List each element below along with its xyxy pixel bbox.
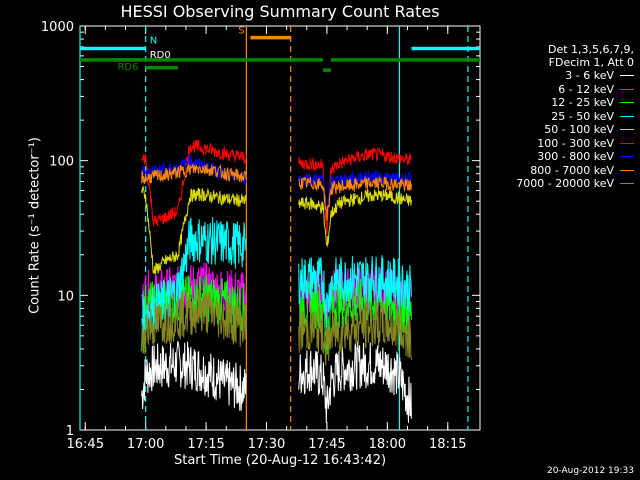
series-line xyxy=(298,341,412,424)
legend-swatch xyxy=(620,88,634,90)
y-tick-label: 100 xyxy=(49,155,74,170)
series-line xyxy=(141,163,247,184)
legend-label: 25 - 50 keV xyxy=(551,109,614,123)
y-axis-label: Count Rate (s⁻¹ detector⁻¹) xyxy=(27,137,43,314)
x-tick-label: 18:15 xyxy=(429,437,466,452)
series-line xyxy=(141,139,247,227)
series-line xyxy=(298,255,412,328)
legend-swatch xyxy=(620,169,634,171)
legend-label: 300 - 800 keV xyxy=(537,150,614,163)
legend-header: FDecim 1, Att 0 xyxy=(548,56,634,69)
series-line xyxy=(141,340,247,411)
series-line xyxy=(298,147,412,235)
legend-swatch xyxy=(620,102,634,104)
legend-label: 12 - 25 keV xyxy=(551,96,614,109)
legend-swatch xyxy=(620,129,634,131)
legend-item: 12 - 25 keV xyxy=(486,96,634,110)
x-tick-label: 17:15 xyxy=(187,437,224,452)
series-line xyxy=(298,189,412,248)
legend-label: 3 - 6 keV xyxy=(565,69,614,82)
legend-item: 100 - 300 keV xyxy=(486,137,634,151)
plot-frame xyxy=(79,25,481,431)
annotation-label: RD6 xyxy=(117,62,138,73)
series-line xyxy=(298,266,412,331)
legend-label: 7000 - 20000 keV xyxy=(516,177,614,190)
y-tick-label: 1000 xyxy=(41,20,74,35)
legend-swatch xyxy=(620,142,634,144)
series-line xyxy=(298,175,412,221)
series-line xyxy=(141,185,247,275)
series-line xyxy=(141,288,247,355)
legend-swatch xyxy=(620,115,634,117)
legend-header: Det 1,3,5,6,7,9, xyxy=(547,43,634,56)
legend-swatch xyxy=(620,183,634,185)
annotation-label: RD0 xyxy=(150,50,171,61)
series-line xyxy=(298,278,412,355)
legend-item: 50 - 100 keV xyxy=(486,123,634,137)
annotation-label: S xyxy=(238,25,244,36)
legend-label: 800 - 7000 keV xyxy=(530,163,614,177)
legend-item: 25 - 50 keV xyxy=(486,110,634,124)
legend-item: 7000 - 20000 keV xyxy=(486,177,634,191)
legend-label: 100 - 300 keV xyxy=(537,136,614,150)
legend-item: 6 - 12 keV xyxy=(486,83,634,97)
series-line xyxy=(298,301,412,366)
legend-swatch xyxy=(620,75,634,77)
annotation-label: N xyxy=(150,36,157,47)
chart-title: HESSI Observing Summary Count Rates xyxy=(120,2,440,21)
legend-item: 800 - 7000 keV xyxy=(486,164,634,178)
y-tick-label: 1 xyxy=(66,424,74,439)
x-axis-label: Start Time (20-Aug-12 16:43:42) xyxy=(173,453,387,468)
legend-item: 3 - 6 keV xyxy=(486,69,634,83)
footer-timestamp: 20-Aug-2012 19:33 xyxy=(546,466,634,476)
x-tick-label: 17:30 xyxy=(248,437,285,452)
x-tick-label: 17:45 xyxy=(308,437,345,452)
y-tick-label: 10 xyxy=(57,289,74,304)
legend-item: 300 - 800 keV xyxy=(486,150,634,164)
x-tick-label: 17:00 xyxy=(127,437,164,452)
legend-label: 50 - 100 keV xyxy=(544,123,614,136)
x-tick-label: 18:00 xyxy=(369,437,406,452)
legend-swatch xyxy=(620,156,634,158)
legend-label: 6 - 12 keV xyxy=(558,82,614,96)
x-tick-label: 16:45 xyxy=(67,437,104,452)
